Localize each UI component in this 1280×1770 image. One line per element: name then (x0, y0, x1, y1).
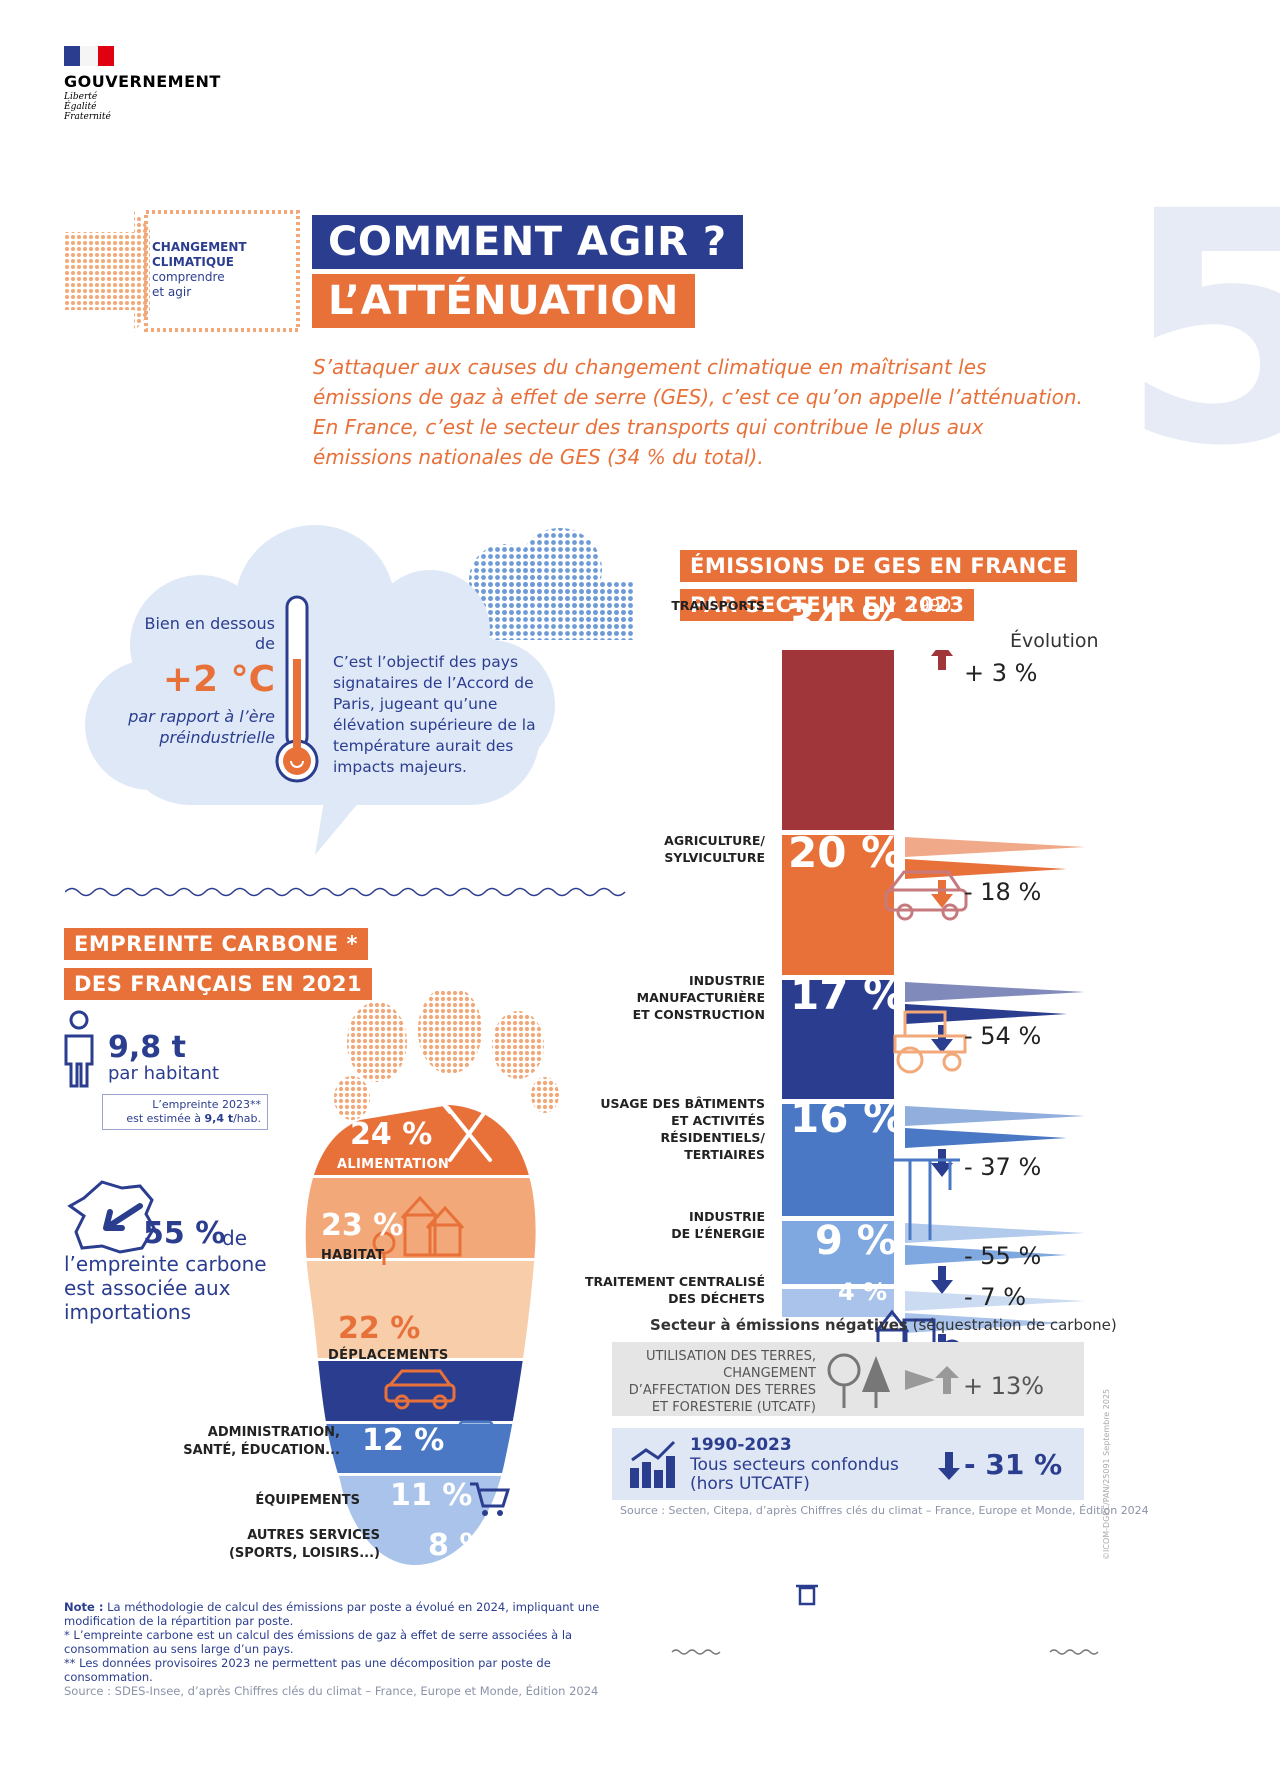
sector-name-agriculture: AGRICULTURE/SYLVICULTURE (575, 832, 765, 866)
footprint-label-alimentation: ALIMENTATION (337, 1157, 449, 1172)
brand-label: CHANGEMENT CLIMATIQUE comprendre et agir (152, 240, 266, 300)
footprint-pct-administration: 12 % (362, 1423, 444, 1458)
evolution-batiments: - 37 % (964, 1153, 1041, 1181)
sector-bar-0 (782, 650, 894, 830)
ges-title-line1: ÉMISSIONS DE GES EN FRANCE (680, 550, 1077, 582)
total-all-sectors: Tous secteurs confondus (690, 1455, 899, 1475)
government-title: GOUVERNEMENT (64, 72, 221, 91)
total-value: - 31 % (964, 1448, 1062, 1481)
sector-name-dechets: TRAITEMENT CENTRALISÉ DES DÉCHETS (575, 1273, 765, 1307)
sector-name-batiments: USAGE DES BÂTIMENTS ET ACTIVITÉS RÉSIDENTI… (575, 1095, 765, 1163)
sector-pct-industrie: 17 % (790, 970, 905, 1019)
cloud-plus-2-degrees: +2 °C (140, 659, 275, 700)
footprint-pct-autres: 8 % (428, 1528, 489, 1563)
sector-pct-energie: 9 % (815, 1218, 897, 1264)
republic-motto: Liberté Égalité Fraternité (64, 92, 111, 122)
cloud-par-rapport: par rapport à l’ère préindustrielle (92, 706, 275, 748)
negative-wave-divider (672, 1650, 1098, 1654)
evolution-1990-triangle-4 (905, 1223, 1085, 1243)
cloud-objective-text: C’est l’objectif des pays signataires de… (333, 652, 573, 778)
down-arrow-icon (938, 1452, 960, 1480)
footprint-value: 9,8 t (108, 1030, 186, 1065)
evolution-energie: - 55 % (964, 1242, 1041, 1270)
evolution-arrow-4 (931, 1266, 953, 1294)
utcatf-value: + 13% (963, 1372, 1044, 1400)
imports-percent: 55 % (143, 1216, 225, 1251)
sector-pct-batiments: 16 % (790, 1093, 905, 1142)
credit-line: ©ICOM-DGEC/PAN/25091 Septembre 2025 (1102, 1389, 1111, 1560)
footprint-pct-habitat: 23 % (321, 1208, 403, 1243)
person-icon (62, 1010, 96, 1088)
evolution-2023-triangle-3 (905, 1128, 1067, 1148)
evolution-2023-triangle-2 (905, 1004, 1067, 1024)
footprint-2023-box: L’empreinte 2023** est estimée à 9,4 t/h… (102, 1094, 268, 1130)
growth-chart-icon (628, 1438, 680, 1490)
notes-block: Note : La méthodologie de calcul des émi… (64, 1600, 624, 1698)
evolution-1990-triangle-3 (905, 1106, 1085, 1126)
utcatf-arrow-icon (905, 1366, 959, 1394)
shopping-cart-icon (468, 1480, 510, 1518)
sector-pct-dechets: 4 % (838, 1278, 887, 1306)
sector-name-energie: INDUSTRIE DE L’ÉNERGIE (575, 1208, 765, 1242)
evolution-arrow-2 (931, 1025, 953, 1053)
imports-de: de (222, 1226, 247, 1250)
ges-source: Source : Secten, Citepa, d’après Chiffre… (620, 1504, 1149, 1517)
wave-divider (65, 885, 630, 899)
evolution-1990-triangle-2 (905, 982, 1085, 1002)
footprint-toes (334, 990, 559, 1120)
imports-text: l’empreinte carbone est associée aux imp… (64, 1252, 284, 1324)
year-1990-label: 1990 (908, 596, 951, 616)
footprint-band-2 (290, 1261, 560, 1358)
evolution-industrie: - 54 % (964, 1022, 1041, 1050)
evolution-2023-triangle-1 (905, 859, 1067, 879)
footprint-side-admin: ADMINISTRATION, SANTÉ, ÉDUCATION... (150, 1424, 340, 1460)
small-cloud-decoration (469, 528, 635, 640)
intro-paragraph: S’attaquer aux causes du changement clim… (313, 352, 1083, 472)
medical-building-icon (458, 1420, 494, 1464)
utcatf-text: UTILISATION DES TERRES, CHANGEMENT D’AFF… (618, 1348, 816, 1416)
tree-icon (826, 1352, 898, 1410)
page-title: COMMENT AGIR ? (312, 215, 743, 269)
footprint-side-autres: AUTRES SERVICES (SPORTS, LOISIRS...) (190, 1527, 380, 1563)
negative-sector-label: Secteur à émissions négatives (séquestra… (650, 1316, 1117, 1334)
footprint-pct-equipements: 11 % (390, 1478, 472, 1513)
evolution-transports: + 3 % (964, 659, 1037, 687)
footprint-pct-deplacements: 22 % (338, 1311, 420, 1346)
footprint-pct-alimentation: 24 % (350, 1117, 432, 1152)
total-hors-utcatf: (hors UTCATF) (690, 1474, 810, 1494)
footprint-label-deplacements: DÉPLACEMENTS (328, 1348, 449, 1363)
sector-pct-agriculture: 20 % (788, 828, 903, 877)
evolution-dechets: - 7 % (964, 1283, 1026, 1311)
footprint-title-line1: EMPREINTE CARBONE * (64, 928, 368, 960)
sector-name-transports: TRANSPORTS (575, 597, 765, 614)
cloud-bien-text: Bien en dessous de (140, 614, 275, 654)
year-2023-label: 2023 (908, 620, 951, 640)
thermometer-icon (275, 593, 319, 789)
car-outline-icon (886, 872, 966, 919)
footprint-label-habitat: HABITAT (321, 1248, 385, 1263)
sector-pct-transports: 34 % (785, 595, 906, 646)
evolution-agriculture: - 18 % (964, 878, 1041, 906)
trash-icon (796, 1586, 818, 1604)
page-subtitle: L’ATTÉNUATION (312, 274, 695, 328)
evolution-1990-triangle-1 (905, 837, 1085, 857)
sector-name-industrie: INDUSTRIE MANUFACTURIÈRE ET CONSTRUCTION (575, 972, 765, 1023)
evolution-arrow-0 (931, 650, 953, 670)
footprint-side-equipements: ÉQUIPEMENTS (190, 1492, 360, 1510)
evolution-header: Évolution (1010, 630, 1099, 652)
chapter-number: 5 (1120, 170, 1280, 490)
footprint-unit: par habitant (108, 1063, 219, 1084)
marianne-logo (64, 46, 114, 66)
total-years: 1990-2023 (690, 1435, 792, 1455)
